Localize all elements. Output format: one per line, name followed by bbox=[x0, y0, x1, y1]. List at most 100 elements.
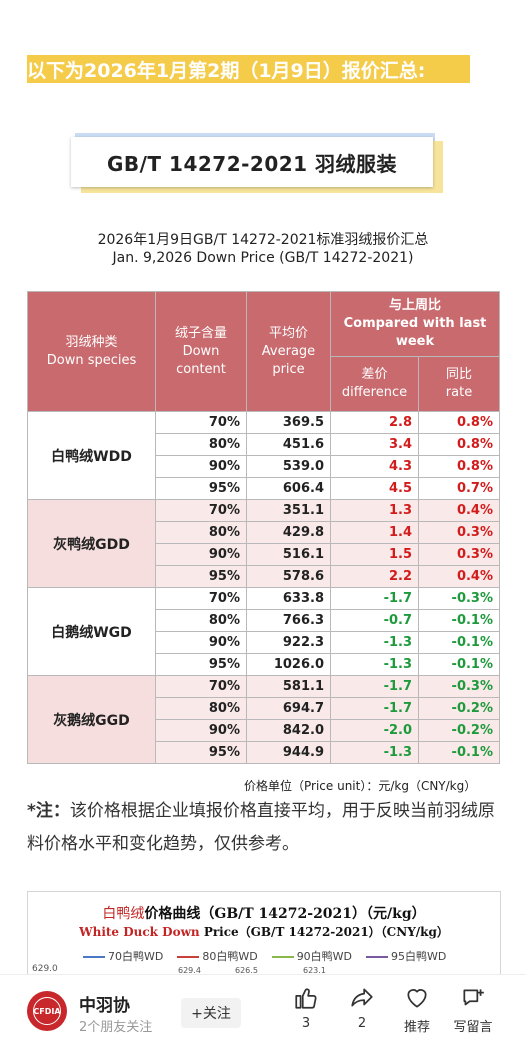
summary-heading-text: 以下为2026年1月第2期（1月9日）报价汇总: bbox=[27, 60, 426, 82]
rate-cell: -0.2% bbox=[418, 697, 500, 720]
like-button[interactable]: 3 bbox=[281, 985, 331, 1031]
difference-cell: 4.3 bbox=[330, 455, 419, 478]
difference-cell: 1.3 bbox=[330, 499, 419, 522]
content-cell: 95% bbox=[155, 653, 247, 676]
rate-cell: 0.7% bbox=[418, 477, 500, 500]
chart-subtitle-highlight: White Duck Down bbox=[79, 925, 200, 939]
table-row: 80% 766.3 -0.7 -0.1% bbox=[28, 609, 500, 632]
recommend-button[interactable]: 推荐 bbox=[392, 985, 442, 1035]
legend-label: 80白鸭WD bbox=[202, 950, 258, 963]
table-caption-en: Jan. 9,2026 Down Price (GB/T 14272-2021) bbox=[112, 250, 414, 266]
content-cell: 70% bbox=[155, 675, 247, 698]
price-unit-note: 价格单位（Price unit）：元/kg（CNY/kg） bbox=[244, 779, 477, 793]
price-cell: 842.0 bbox=[246, 719, 331, 742]
comment-button[interactable]: 写留言 bbox=[448, 985, 498, 1035]
price-chart-preview: 白鸭绒价格曲线（GB/T 14272-2021）（元/kg） White Duc… bbox=[27, 891, 501, 976]
price-cell: 633.8 bbox=[246, 587, 331, 610]
table-caption-cn: 2026年1月9日GB/T 14272-2021标准羽绒报价汇总 bbox=[97, 232, 429, 248]
difference-cell: -1.7 bbox=[330, 675, 419, 698]
price-cell: 429.8 bbox=[246, 521, 331, 544]
content-cell: 90% bbox=[155, 719, 247, 742]
chart-point-label: 626.5 bbox=[235, 966, 258, 975]
content-cell: 90% bbox=[155, 455, 247, 478]
legend-item: 70白鸭WD bbox=[83, 950, 163, 963]
difference-cell: 2.2 bbox=[330, 565, 419, 588]
species-cell: 白鸭绒WDD bbox=[27, 411, 156, 500]
content-cell: 70% bbox=[155, 587, 247, 610]
price-cell: 578.6 bbox=[246, 565, 331, 588]
legend-item: 90白鸭WD bbox=[271, 950, 353, 963]
rate-cell: -0.3% bbox=[418, 675, 500, 698]
rate-cell: 0.8% bbox=[418, 411, 500, 434]
table-row: 90% 516.1 1.5 0.3% bbox=[28, 543, 500, 566]
content-cell: 80% bbox=[155, 433, 247, 456]
recommend-label: 推荐 bbox=[403, 1020, 430, 1035]
rate-cell: -0.1% bbox=[418, 653, 500, 676]
account-logo-text: CFDIA bbox=[33, 997, 61, 1025]
heart-icon bbox=[407, 989, 427, 1008]
share-arrow-icon bbox=[351, 988, 373, 1007]
legend-label: 90白鸭WD bbox=[296, 950, 353, 963]
difference-cell: -1.7 bbox=[330, 587, 419, 610]
rate-cell: 0.4% bbox=[418, 565, 500, 588]
price-cell: 1026.0 bbox=[246, 653, 331, 676]
content-cell: 95% bbox=[155, 741, 247, 764]
price-cell: 694.7 bbox=[246, 697, 331, 720]
header-compare: 与上周比 Compared with last week bbox=[330, 291, 500, 357]
table-row: 白鸭绒WDD 70% 369.5 2.8 0.8% bbox=[27, 411, 500, 500]
rate-cell: -0.3% bbox=[418, 587, 500, 610]
price-cell: 606.4 bbox=[246, 477, 331, 500]
content-cell: 80% bbox=[155, 697, 247, 720]
difference-cell: 2.8 bbox=[330, 411, 419, 434]
price-table: 羽绒种类 Down species 绒子含量 Down content 平均价 … bbox=[27, 291, 500, 764]
chart-point-label: 629.4 bbox=[178, 966, 201, 975]
note-prefix: *注： bbox=[27, 801, 70, 821]
table-row: 95% 944.9 -1.3 -0.1% bbox=[28, 741, 500, 764]
header-average-price: 平均价 Average price bbox=[246, 291, 331, 412]
price-cell: 516.1 bbox=[246, 543, 331, 566]
chart-legend: 70白鸭WD 80白鸭WD 90白鸭WD 95白鸭WD bbox=[83, 948, 460, 964]
disclaimer-note: *注：该价格根据企业填报价格直接平均，用于反映当前羽绒原料价格水平和变化趋势，仅… bbox=[27, 795, 497, 861]
legend-marker-icon bbox=[366, 955, 389, 959]
content-cell: 95% bbox=[155, 477, 247, 500]
share-count: 2 bbox=[357, 1016, 367, 1031]
rate-cell: 0.3% bbox=[418, 521, 500, 544]
legend-label: 95白鸭WD bbox=[391, 950, 447, 963]
table-row: 90% 539.0 4.3 0.8% bbox=[28, 455, 500, 478]
rate-cell: -0.1% bbox=[418, 609, 500, 632]
follow-button[interactable]: +关注 bbox=[181, 998, 241, 1028]
account-name[interactable]: 中羽协 bbox=[79, 996, 130, 1016]
table-row: 白鹅绒WGD 70% 633.8 -1.7 -0.3% bbox=[27, 587, 500, 676]
chart-subtitle-rest: Price（GB/T 14272-2021）（CNY/kg） bbox=[199, 925, 449, 939]
like-count: 3 bbox=[301, 1016, 311, 1031]
price-cell: 539.0 bbox=[246, 455, 331, 478]
chart-title: 白鸭绒价格曲线（GB/T 14272-2021）（元/kg） bbox=[28, 903, 500, 923]
share-button[interactable]: 2 bbox=[337, 985, 387, 1031]
rate-cell: 0.8% bbox=[418, 455, 500, 478]
note-text: 该价格根据企业填报价格直接平均，用于反映当前羽绒原料价格水平和变化趋势，仅供参考… bbox=[27, 801, 495, 854]
content-cell: 90% bbox=[155, 631, 247, 654]
standard-banner: GB/T 14272-2021 羽绒服装 bbox=[67, 133, 443, 193]
rate-cell: -0.1% bbox=[418, 631, 500, 654]
content-cell: 90% bbox=[155, 543, 247, 566]
content-cell: 80% bbox=[155, 609, 247, 632]
content-cell: 95% bbox=[155, 565, 247, 588]
chart-title-rest: 价格曲线（GB/T 14272-2021）（元/kg） bbox=[144, 906, 426, 922]
rate-cell: 0.4% bbox=[418, 499, 500, 522]
account-avatar[interactable]: CFDIA bbox=[27, 991, 67, 1031]
difference-cell: -1.3 bbox=[330, 741, 419, 764]
price-cell: 451.6 bbox=[246, 433, 331, 456]
content-cell: 70% bbox=[155, 411, 247, 434]
summary-heading: 以下为2026年1月第2期（1月9日）报价汇总: bbox=[27, 55, 470, 83]
header-species: 羽绒种类 Down species bbox=[27, 291, 156, 412]
table-row: 灰鹅绒GGD 70% 581.1 -1.7 -0.3% bbox=[27, 675, 500, 764]
table-row: 95% 1026.0 -1.3 -0.1% bbox=[28, 653, 500, 676]
difference-cell: 1.5 bbox=[330, 543, 419, 566]
price-table-body: 白鸭绒WDD 70% 369.5 2.8 0.8% 80% 451.6 3.4 0.8% 90% 5… bbox=[27, 411, 500, 764]
difference-cell: 1.4 bbox=[330, 521, 419, 544]
price-cell: 369.5 bbox=[246, 411, 331, 434]
species-cell: 白鹅绒WGD bbox=[27, 587, 156, 676]
article-action-bar: CFDIA 中羽协 2个朋友关注 +关注 3 2 推荐 写留言 bbox=[0, 974, 526, 1050]
header-content: 绒子含量 Down content bbox=[155, 291, 247, 412]
chart-subtitle: White Duck Down Price（GB/T 14272-2021）（C… bbox=[28, 923, 500, 940]
